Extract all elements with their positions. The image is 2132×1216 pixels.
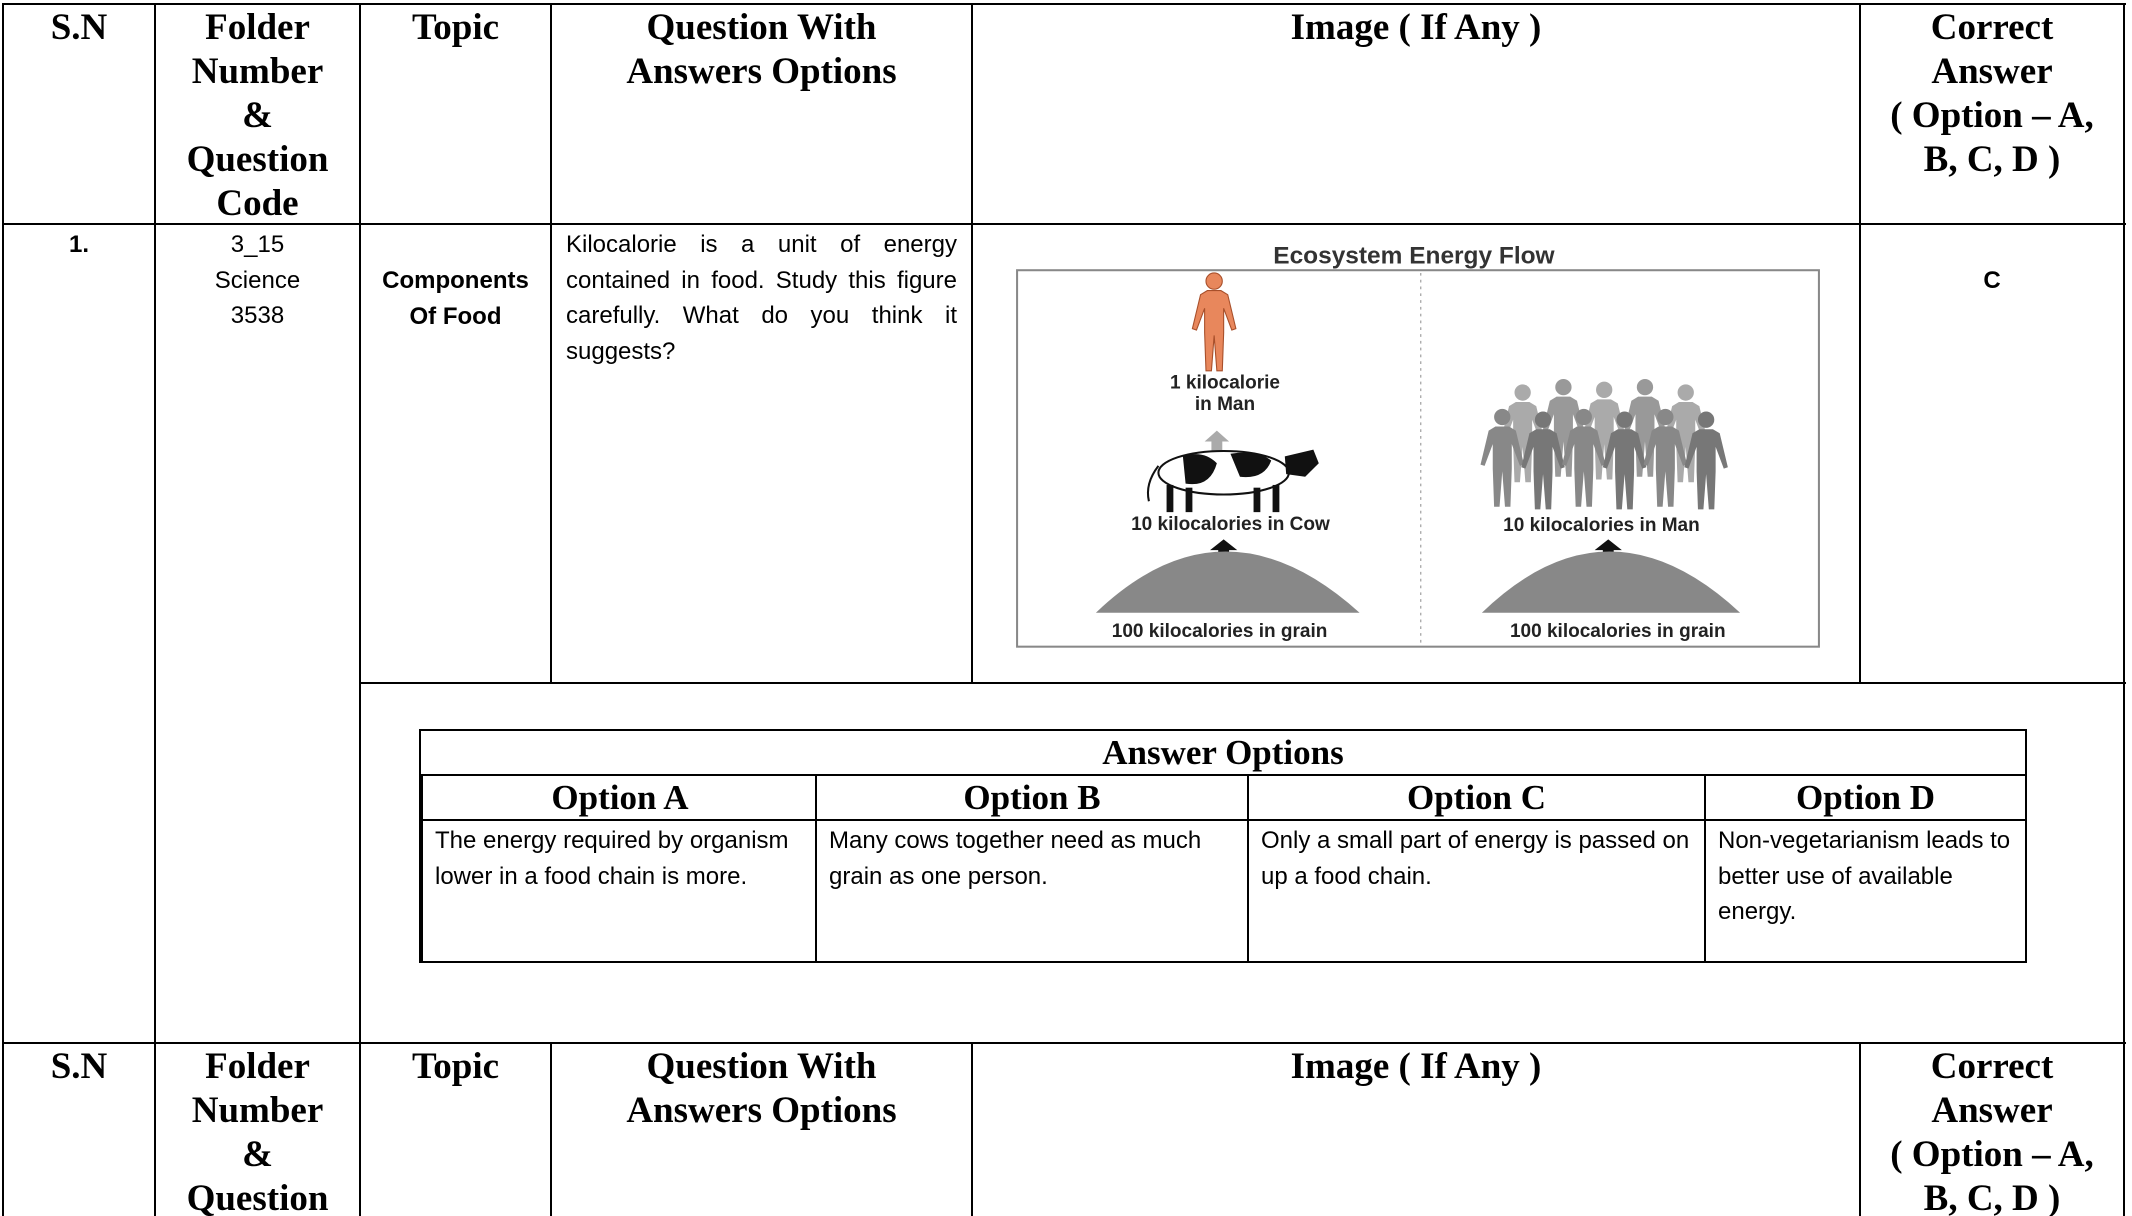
header-line: B, C, D ) — [1923, 1178, 2061, 1216]
energy-flow-image: Ecosystem Energy Flow 1 kilocalorie in M… — [1016, 242, 1820, 648]
header-line: ( Option – A, — [1890, 95, 2094, 136]
image-label: 100 kilocalories in grain — [1112, 621, 1328, 642]
header-line: Correct — [1930, 7, 2054, 48]
header-cell: S.N — [4, 1045, 154, 1089]
header-cell: Topic — [361, 1045, 550, 1089]
border — [1859, 1042, 1861, 1216]
image-label: in Man — [1195, 394, 1255, 415]
border — [2, 3, 4, 1216]
border — [360, 682, 2126, 684]
image-label: 100 kilocalories in grain — [1510, 621, 1726, 642]
border — [1859, 3, 1861, 684]
header-line: Question With — [646, 1046, 877, 1087]
option-text: Non-vegetarianism leads to better use of… — [1718, 827, 2011, 925]
header-line: Topic — [411, 7, 500, 48]
border — [3, 3, 2126, 5]
option-label: Option C — [1249, 776, 1704, 821]
header-line: Answers Options — [626, 1090, 897, 1131]
image-label: 10 kilocalories in Cow — [1131, 514, 1330, 535]
option-label: Option B — [817, 776, 1247, 821]
option-text: The energy required by organism lower in… — [435, 827, 789, 890]
correct-answer: C — [1983, 267, 2001, 294]
header-line: Image ( If Any ) — [1290, 7, 1542, 48]
image-label: 10 kilocalories in Man — [1503, 515, 1700, 536]
header-line: Answer — [1931, 51, 2053, 92]
border — [550, 3, 552, 684]
option-label: Option A — [423, 776, 817, 821]
answer-options-title: Answer Options — [421, 731, 2025, 776]
header-cell: Image ( If Any ) — [973, 1045, 1859, 1089]
border — [2123, 3, 2125, 1216]
question-text: Kilocalorie is a unit of energy containe… — [566, 231, 957, 365]
arrow — [1210, 539, 1238, 563]
border — [3, 1042, 2126, 1044]
header-line: Correct — [1930, 1046, 2054, 1087]
folder-line: Science — [214, 266, 301, 294]
header-line: Code — [216, 183, 299, 224]
header-line: Number — [191, 51, 324, 92]
header-cell: Question With Answers Options — [552, 6, 971, 94]
option-text: Only a small part of energy is passed on… — [1261, 827, 1690, 890]
header-line: Folder — [205, 1046, 310, 1087]
header-cell: Image ( If Any ) — [973, 6, 1859, 50]
header-line: Answer — [1931, 1090, 2053, 1131]
serial-number: 1. — [68, 231, 89, 258]
header-line: Image ( If Any ) — [1290, 1046, 1542, 1087]
border — [550, 1042, 552, 1216]
border — [3, 223, 2126, 225]
topic-line: Components — [382, 267, 529, 294]
topic: Components Of Food — [361, 263, 550, 334]
border — [971, 3, 973, 684]
header-line: Number — [191, 1090, 324, 1131]
border — [359, 3, 361, 1216]
border — [971, 1042, 973, 1216]
grain-hill — [1481, 551, 1741, 613]
image-label: 1 kilocalorie — [1170, 372, 1280, 393]
header-line: ( Option – A, — [1890, 1134, 2094, 1175]
header-line: Question — [186, 1178, 329, 1216]
image-title: Ecosystem Energy Flow — [1273, 242, 1555, 269]
header-line: & — [242, 1134, 273, 1175]
option-label: Option D — [1706, 776, 2025, 821]
header-line: Question With — [646, 7, 877, 48]
header-line: B, C, D ) — [1923, 139, 2061, 180]
folder-code: 3_15 Science 3538 — [156, 227, 359, 334]
border — [154, 3, 156, 1216]
header-cell: Topic — [361, 6, 550, 50]
header-line: Topic — [411, 1046, 500, 1087]
header-cell: Question With Answers Options — [552, 1045, 971, 1133]
grain-hill — [1095, 551, 1360, 613]
option-column: Option B Many cows together need as much… — [815, 776, 1247, 961]
folder-line: 3_15 — [230, 231, 285, 258]
header-line: & — [242, 95, 273, 136]
header-cell: Correct Answer( Option – A, B, C, D ) — [1861, 6, 2123, 182]
header-line: Answers Options — [626, 51, 897, 92]
header-line: Folder — [205, 7, 310, 48]
header-line: S.N — [50, 7, 108, 48]
option-column: Option D Non-vegetarianism leads to bett… — [1704, 776, 2025, 961]
answer-options-table: Answer Options Option A The energy requi… — [419, 729, 2027, 963]
cow-figure — [1146, 449, 1319, 513]
option-column: Option C Only a small part of energy is … — [1247, 776, 1704, 961]
arrow — [1204, 430, 1230, 453]
header-line: Question — [186, 139, 329, 180]
header-cell: S.N — [4, 6, 154, 50]
topic-line: Of Food — [409, 302, 502, 330]
folder-line: 3538 — [230, 302, 285, 329]
option-text: Many cows together need as much grain as… — [829, 827, 1202, 890]
option-column: Option A The energy required by organism… — [421, 776, 817, 961]
arrow — [1594, 539, 1622, 563]
header-cell: Correct Answer( Option – A, B, C, D ) — [1861, 1045, 2123, 1216]
header-line: S.N — [50, 1046, 108, 1087]
